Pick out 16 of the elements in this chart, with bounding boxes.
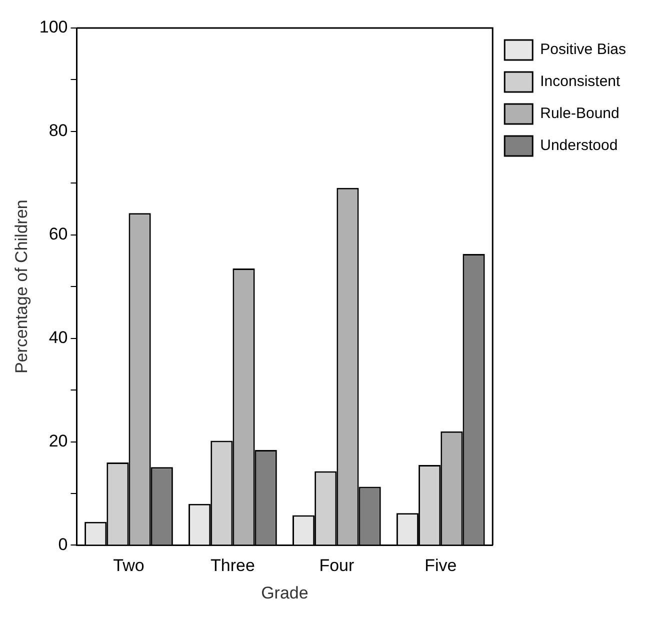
x-tick-label: Three (210, 556, 255, 576)
legend-label: Rule-Bound (540, 105, 620, 122)
y-axis-title: Percentage of Children (12, 200, 31, 374)
y-tick-label: 20 (48, 431, 68, 450)
legend-label: Understood (540, 137, 618, 154)
legend-label: Inconsistent (540, 73, 622, 90)
x-tick-label: Five (424, 556, 457, 576)
x-tick-label: Two (113, 556, 144, 576)
y-tick-label: 100 (39, 18, 68, 37)
y-tick-label: 0 (58, 534, 68, 554)
y-tick-label: 60 (48, 224, 68, 244)
y-tick-label: 80 (48, 121, 68, 140)
y-tick-label: 40 (48, 328, 68, 348)
x-axis-title: Grade (261, 583, 308, 602)
legend-label: Positive Bias (540, 41, 626, 58)
x-tick-label: Four (319, 556, 354, 576)
